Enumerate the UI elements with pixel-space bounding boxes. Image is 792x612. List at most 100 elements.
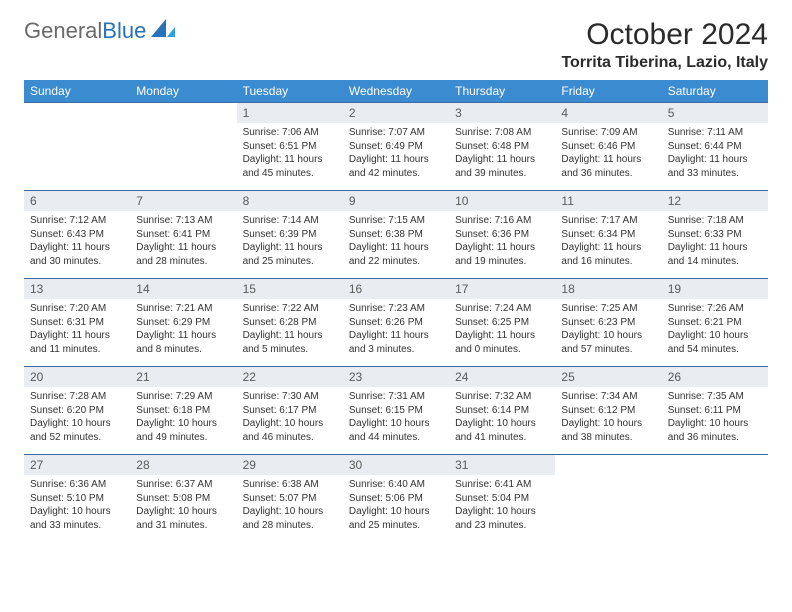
day-details: Sunrise: 7:25 AMSunset: 6:23 PMDaylight:… (555, 299, 661, 360)
day-detail-line: Sunset: 6:41 PM (136, 228, 230, 242)
day-details: Sunrise: 7:08 AMSunset: 6:48 PMDaylight:… (449, 123, 555, 184)
day-detail-line: and 52 minutes. (30, 431, 124, 445)
day-detail-line: and 49 minutes. (136, 431, 230, 445)
title-block: October 2024 Torrita Tiberina, Lazio, It… (561, 18, 768, 72)
day-number: 9 (343, 191, 449, 211)
day-details: Sunrise: 7:28 AMSunset: 6:20 PMDaylight:… (24, 387, 130, 448)
day-detail-line: Sunrise: 7:35 AM (668, 390, 762, 404)
day-details: Sunrise: 7:11 AMSunset: 6:44 PMDaylight:… (662, 123, 768, 184)
day-number: 1 (237, 103, 343, 123)
day-detail-line: Daylight: 11 hours (668, 153, 762, 167)
day-detail-line: Sunrise: 6:38 AM (243, 478, 337, 492)
day-details: Sunrise: 7:13 AMSunset: 6:41 PMDaylight:… (130, 211, 236, 272)
day-number: 29 (237, 455, 343, 475)
day-detail-line: and 39 minutes. (455, 167, 549, 181)
day-detail-line: Sunset: 6:38 PM (349, 228, 443, 242)
day-cell: 6Sunrise: 7:12 AMSunset: 6:43 PMDaylight… (24, 191, 130, 279)
day-cell: 31Sunrise: 6:41 AMSunset: 5:04 PMDayligh… (449, 455, 555, 543)
day-cell: 18Sunrise: 7:25 AMSunset: 6:23 PMDayligh… (555, 279, 661, 367)
day-detail-line: Daylight: 10 hours (30, 505, 124, 519)
day-detail-line: Sunset: 6:20 PM (30, 404, 124, 418)
week-row: 1Sunrise: 7:06 AMSunset: 6:51 PMDaylight… (24, 103, 768, 191)
day-number: 5 (662, 103, 768, 123)
day-detail-line: Sunrise: 7:23 AM (349, 302, 443, 316)
day-detail-line: Sunrise: 7:25 AM (561, 302, 655, 316)
day-detail-line: Sunrise: 7:18 AM (668, 214, 762, 228)
day-detail-line: Sunset: 6:28 PM (243, 316, 337, 330)
day-detail-line: and 45 minutes. (243, 167, 337, 181)
day-detail-line: Sunset: 6:26 PM (349, 316, 443, 330)
day-detail-line: Sunrise: 7:15 AM (349, 214, 443, 228)
header: GeneralBlue October 2024 Torrita Tiberin… (24, 18, 768, 72)
weekday-header-row: Sunday Monday Tuesday Wednesday Thursday… (24, 80, 768, 103)
day-cell: 27Sunrise: 6:36 AMSunset: 5:10 PMDayligh… (24, 455, 130, 543)
day-detail-line: and 36 minutes. (561, 167, 655, 181)
day-detail-line: Sunrise: 7:09 AM (561, 126, 655, 140)
day-detail-line: Sunset: 6:23 PM (561, 316, 655, 330)
location-label: Torrita Tiberina, Lazio, Italy (561, 54, 768, 72)
week-row: 20Sunrise: 7:28 AMSunset: 6:20 PMDayligh… (24, 367, 768, 455)
day-cell: 4Sunrise: 7:09 AMSunset: 6:46 PMDaylight… (555, 103, 661, 191)
day-cell: 16Sunrise: 7:23 AMSunset: 6:26 PMDayligh… (343, 279, 449, 367)
day-detail-line: Daylight: 10 hours (561, 329, 655, 343)
day-details: Sunrise: 7:14 AMSunset: 6:39 PMDaylight:… (237, 211, 343, 272)
day-detail-line: Sunrise: 7:20 AM (30, 302, 124, 316)
day-detail-line: Sunset: 6:34 PM (561, 228, 655, 242)
weekday-header: Saturday (662, 80, 768, 103)
day-cell: 30Sunrise: 6:40 AMSunset: 5:06 PMDayligh… (343, 455, 449, 543)
day-details: Sunrise: 7:21 AMSunset: 6:29 PMDaylight:… (130, 299, 236, 360)
day-detail-line: Sunset: 6:44 PM (668, 140, 762, 154)
weekday-header: Sunday (24, 80, 130, 103)
day-details: Sunrise: 7:17 AMSunset: 6:34 PMDaylight:… (555, 211, 661, 272)
day-detail-line: Sunset: 6:29 PM (136, 316, 230, 330)
day-number: 28 (130, 455, 236, 475)
day-cell: 5Sunrise: 7:11 AMSunset: 6:44 PMDaylight… (662, 103, 768, 191)
day-detail-line: Daylight: 11 hours (243, 329, 337, 343)
day-cell (24, 103, 130, 191)
day-number: 22 (237, 367, 343, 387)
day-detail-line: and 28 minutes. (136, 255, 230, 269)
day-detail-line: Daylight: 10 hours (349, 417, 443, 431)
day-detail-line: Sunrise: 7:29 AM (136, 390, 230, 404)
day-detail-line: and 41 minutes. (455, 431, 549, 445)
day-number: 19 (662, 279, 768, 299)
day-cell: 17Sunrise: 7:24 AMSunset: 6:25 PMDayligh… (449, 279, 555, 367)
day-cell: 2Sunrise: 7:07 AMSunset: 6:49 PMDaylight… (343, 103, 449, 191)
day-detail-line: Daylight: 11 hours (30, 241, 124, 255)
day-details: Sunrise: 7:20 AMSunset: 6:31 PMDaylight:… (24, 299, 130, 360)
day-detail-line: Sunrise: 6:36 AM (30, 478, 124, 492)
day-details: Sunrise: 7:18 AMSunset: 6:33 PMDaylight:… (662, 211, 768, 272)
day-details: Sunrise: 7:34 AMSunset: 6:12 PMDaylight:… (555, 387, 661, 448)
day-details: Sunrise: 7:16 AMSunset: 6:36 PMDaylight:… (449, 211, 555, 272)
sail-icon (151, 19, 177, 44)
day-detail-line: Daylight: 11 hours (349, 153, 443, 167)
day-number: 20 (24, 367, 130, 387)
day-detail-line: and 23 minutes. (455, 519, 549, 533)
brand-part1: General (24, 18, 102, 43)
day-detail-line: Daylight: 10 hours (243, 505, 337, 519)
day-detail-line: Sunrise: 7:07 AM (349, 126, 443, 140)
day-detail-line: Daylight: 10 hours (668, 329, 762, 343)
day-number: 18 (555, 279, 661, 299)
day-number: 15 (237, 279, 343, 299)
day-cell: 22Sunrise: 7:30 AMSunset: 6:17 PMDayligh… (237, 367, 343, 455)
day-detail-line: and 8 minutes. (136, 343, 230, 357)
weekday-header: Friday (555, 80, 661, 103)
day-detail-line: and 3 minutes. (349, 343, 443, 357)
day-detail-line: Sunset: 6:17 PM (243, 404, 337, 418)
day-detail-line: Daylight: 10 hours (455, 417, 549, 431)
day-detail-line: and 0 minutes. (455, 343, 549, 357)
day-detail-line: Daylight: 11 hours (455, 329, 549, 343)
day-cell: 7Sunrise: 7:13 AMSunset: 6:41 PMDaylight… (130, 191, 236, 279)
brand-part2: Blue (102, 18, 146, 43)
day-number: 14 (130, 279, 236, 299)
day-detail-line: Daylight: 10 hours (243, 417, 337, 431)
day-number: 30 (343, 455, 449, 475)
day-number: 11 (555, 191, 661, 211)
day-cell: 8Sunrise: 7:14 AMSunset: 6:39 PMDaylight… (237, 191, 343, 279)
day-number: 26 (662, 367, 768, 387)
weekday-header: Monday (130, 80, 236, 103)
day-detail-line: Sunset: 6:11 PM (668, 404, 762, 418)
day-cell: 19Sunrise: 7:26 AMSunset: 6:21 PMDayligh… (662, 279, 768, 367)
week-row: 27Sunrise: 6:36 AMSunset: 5:10 PMDayligh… (24, 455, 768, 543)
